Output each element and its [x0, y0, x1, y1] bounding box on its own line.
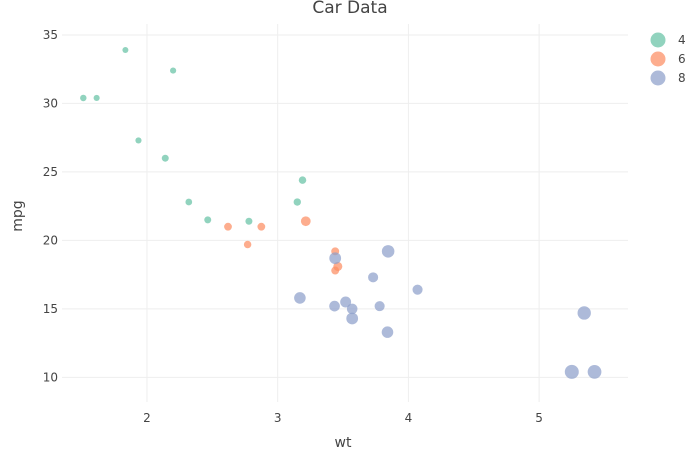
data-point-8-cyl[interactable] [340, 296, 352, 308]
x-tick-label: 2 [143, 411, 151, 425]
legend-label-8[interactable]: 8 [678, 71, 686, 85]
x-axis-title: wt [335, 435, 352, 450]
data-point-6-cyl[interactable] [331, 266, 340, 275]
data-point-4-cyl[interactable] [80, 94, 87, 102]
y-tick-label: 25 [43, 165, 58, 179]
data-point-4-cyl[interactable] [293, 198, 301, 206]
data-point-8-cyl[interactable] [368, 272, 379, 283]
x-tick-label: 4 [405, 411, 413, 425]
data-point-6-cyl[interactable] [243, 240, 252, 249]
data-point-4-cyl[interactable] [135, 137, 142, 144]
data-point-4-cyl[interactable] [161, 154, 169, 162]
data-point-4-cyl[interactable] [204, 216, 212, 224]
legend-marker-6[interactable] [650, 51, 666, 67]
tick-labels: 2 3 4 5 10 15 20 25 30 35 [43, 28, 543, 425]
data-point-8-cyl[interactable] [294, 292, 306, 304]
y-tick-label: 15 [43, 302, 58, 316]
y-tick-label: 10 [43, 370, 58, 384]
data-point-4-cyl[interactable] [122, 47, 129, 54]
legend-label-4[interactable]: 4 [678, 33, 686, 47]
legend-label-6[interactable]: 6 [678, 52, 686, 66]
data-point-8-cyl[interactable] [412, 284, 423, 295]
x-tick-label: 5 [535, 411, 543, 425]
legend[interactable]: 4 6 8 [650, 32, 686, 86]
data-point-4-cyl[interactable] [185, 198, 193, 206]
data-points [80, 47, 602, 379]
data-point-6-cyl[interactable] [257, 222, 266, 231]
chart-title: Car Data [312, 0, 387, 18]
data-point-8-cyl[interactable] [381, 245, 395, 258]
x-tick-label: 3 [274, 411, 282, 425]
y-tick-label: 20 [43, 233, 58, 247]
data-point-6-cyl[interactable] [300, 216, 311, 227]
data-point-8-cyl[interactable] [329, 300, 340, 312]
data-point-8-cyl[interactable] [577, 306, 591, 320]
y-axis-title: mpg [10, 200, 26, 231]
data-point-4-cyl[interactable] [298, 176, 307, 184]
y-tick-label: 30 [43, 96, 58, 110]
data-point-4-cyl[interactable] [93, 94, 100, 102]
legend-marker-4[interactable] [650, 32, 666, 48]
data-point-8-cyl[interactable] [329, 252, 342, 265]
data-point-8-cyl[interactable] [564, 364, 579, 379]
data-point-4-cyl[interactable] [245, 217, 253, 225]
data-point-4-cyl[interactable] [170, 67, 177, 74]
y-tick-label: 35 [43, 28, 58, 42]
data-point-8-cyl[interactable] [381, 326, 394, 338]
grid-layer [62, 24, 628, 402]
data-point-8-cyl[interactable] [346, 312, 359, 325]
legend-marker-8[interactable] [650, 70, 666, 86]
data-point-8-cyl[interactable] [587, 364, 602, 379]
data-point-8-cyl[interactable] [346, 303, 358, 315]
data-point-6-cyl[interactable] [224, 222, 232, 231]
data-point-8-cyl[interactable] [374, 301, 385, 312]
